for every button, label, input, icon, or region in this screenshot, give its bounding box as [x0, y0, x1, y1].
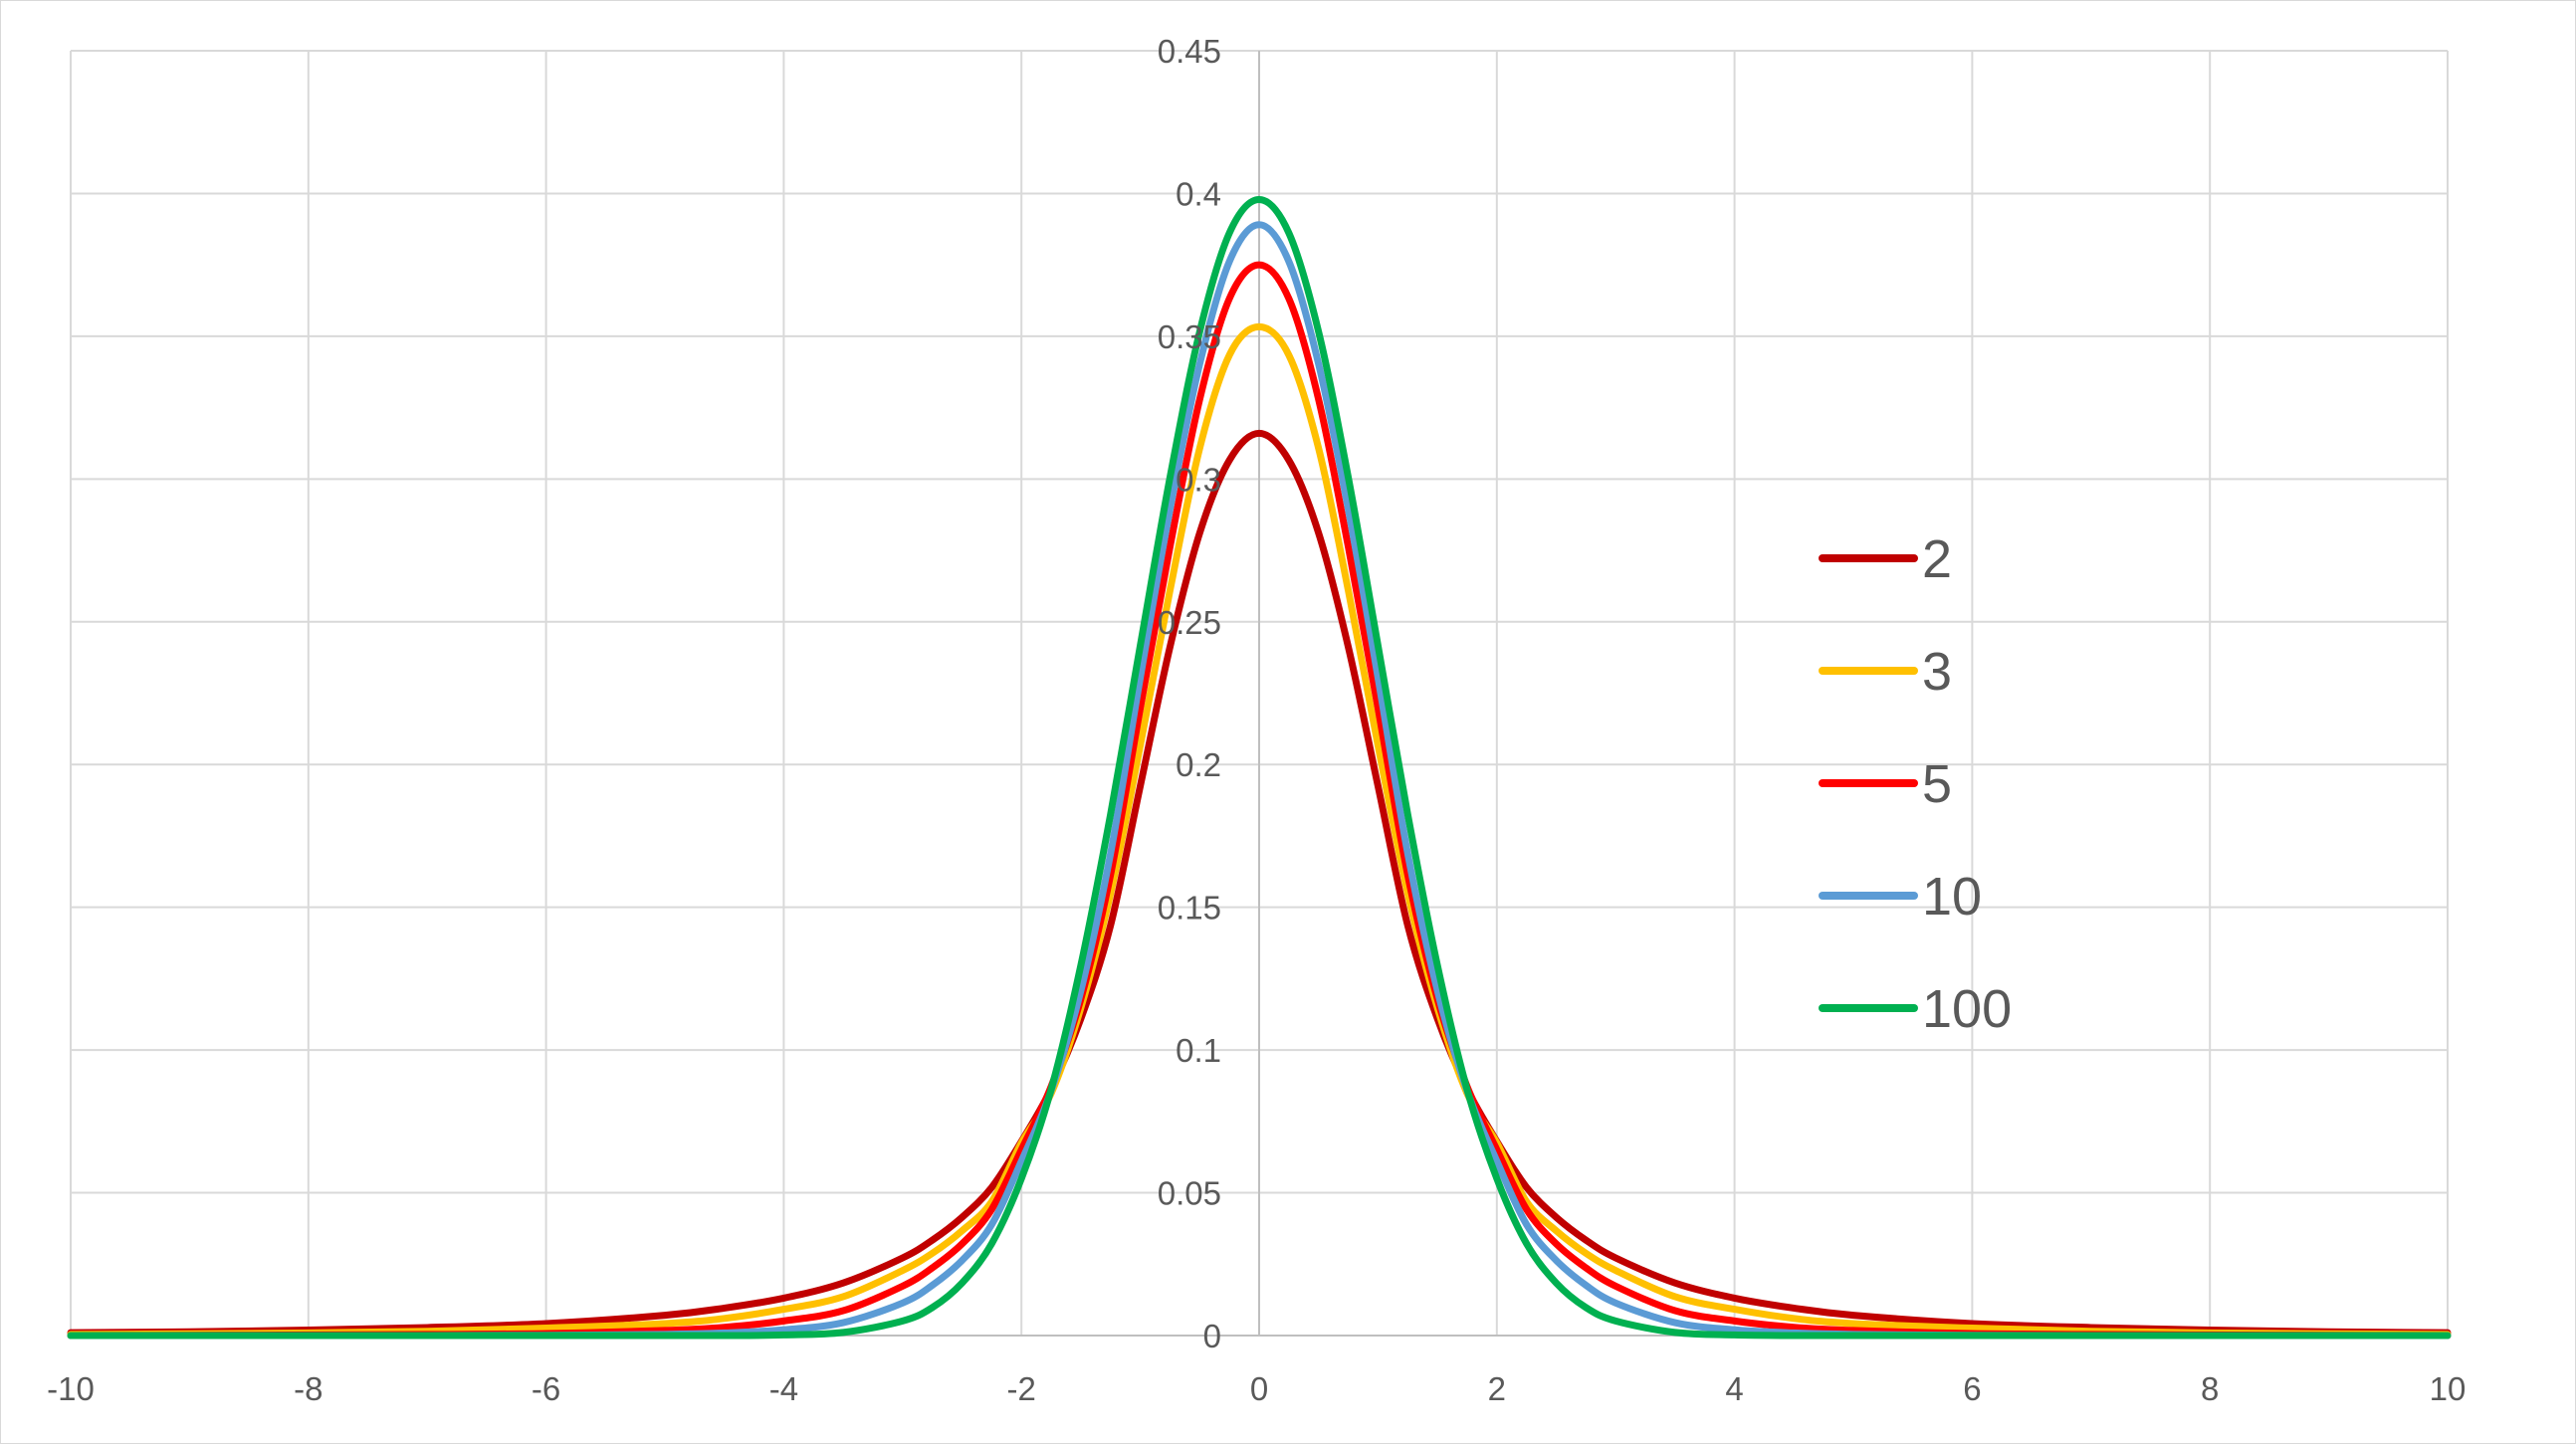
series-line-5 [67, 261, 2452, 1340]
legend-label-100: 100 [1922, 979, 2012, 1039]
y-tick-label: 0.35 [1158, 318, 1221, 355]
series-line-2 [67, 429, 2452, 1337]
x-tick-label: -4 [769, 1370, 798, 1407]
legend-label-5: 5 [1922, 754, 1952, 814]
series-line-100 [67, 195, 2452, 1340]
y-tick-label: 0.4 [1176, 175, 1221, 212]
x-tick-label: 0 [1250, 1370, 1268, 1407]
y-tick-label: 0.2 [1176, 746, 1221, 783]
x-axis-tick-labels: -10 -8 -6 -4 -2 0 2 4 6 8 10 [47, 1370, 2466, 1407]
x-tick-label: 10 [2430, 1370, 2467, 1407]
x-tick-label: -8 [294, 1370, 322, 1407]
legend-label-10: 10 [1922, 867, 1982, 927]
x-tick-label: 8 [2201, 1370, 2219, 1407]
series-line-3 [67, 322, 2452, 1339]
series-lines [67, 195, 2452, 1340]
x-tick-label: 6 [1963, 1370, 1981, 1407]
y-tick-label: 0.25 [1158, 604, 1221, 641]
x-tick-label: -2 [1007, 1370, 1036, 1407]
y-tick-label: 0.45 [1158, 33, 1221, 70]
x-tick-label: 2 [1488, 1370, 1506, 1407]
x-tick-label: 4 [1725, 1370, 1743, 1407]
x-tick-label: -6 [532, 1370, 560, 1407]
x-tick-label: -10 [47, 1370, 95, 1407]
y-tick-label: 0 [1203, 1318, 1221, 1354]
legend-label-3: 3 [1922, 642, 1952, 702]
legend-label-2: 2 [1922, 529, 1952, 589]
series-line-10 [67, 221, 2452, 1340]
legend: 2 3 5 10 100 [1819, 529, 2012, 1039]
y-tick-label: 0.1 [1176, 1032, 1221, 1069]
axes [71, 51, 2448, 1337]
y-tick-label: 0.05 [1158, 1175, 1221, 1212]
y-axis-tick-labels: 0 0.05 0.1 0.15 0.2 0.25 0.3 0.35 0.4 0.45 [1158, 33, 1221, 1354]
y-tick-label: 0.3 [1176, 461, 1221, 498]
y-tick-label: 0.15 [1158, 890, 1221, 927]
